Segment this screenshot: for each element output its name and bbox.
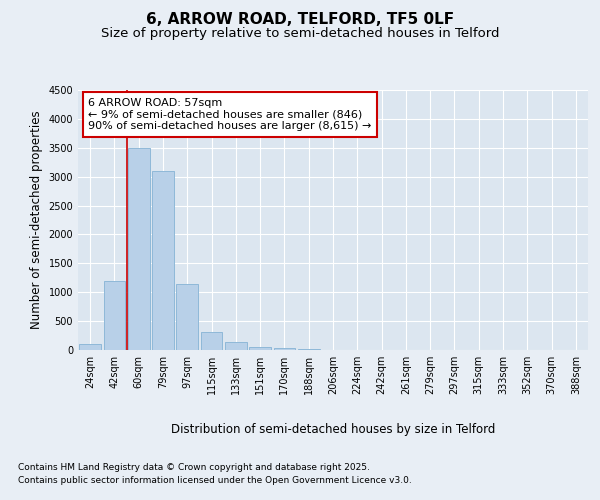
Text: 6 ARROW ROAD: 57sqm
← 9% of semi-detached houses are smaller (846)
90% of semi-d: 6 ARROW ROAD: 57sqm ← 9% of semi-detache… xyxy=(88,98,371,131)
Bar xyxy=(274,348,295,350)
Bar xyxy=(104,280,125,350)
Bar xyxy=(176,284,198,350)
Text: Size of property relative to semi-detached houses in Telford: Size of property relative to semi-detach… xyxy=(101,28,499,40)
Text: Contains public sector information licensed under the Open Government Licence v3: Contains public sector information licen… xyxy=(18,476,412,485)
Bar xyxy=(225,342,247,350)
Text: Distribution of semi-detached houses by size in Telford: Distribution of semi-detached houses by … xyxy=(171,422,495,436)
Bar xyxy=(152,171,174,350)
Text: 6, ARROW ROAD, TELFORD, TF5 0LF: 6, ARROW ROAD, TELFORD, TF5 0LF xyxy=(146,12,454,28)
Bar xyxy=(79,344,101,350)
Bar xyxy=(249,346,271,350)
Text: Contains HM Land Registry data © Crown copyright and database right 2025.: Contains HM Land Registry data © Crown c… xyxy=(18,462,370,471)
Bar xyxy=(200,332,223,350)
Bar xyxy=(128,148,149,350)
Y-axis label: Number of semi-detached properties: Number of semi-detached properties xyxy=(30,110,43,330)
